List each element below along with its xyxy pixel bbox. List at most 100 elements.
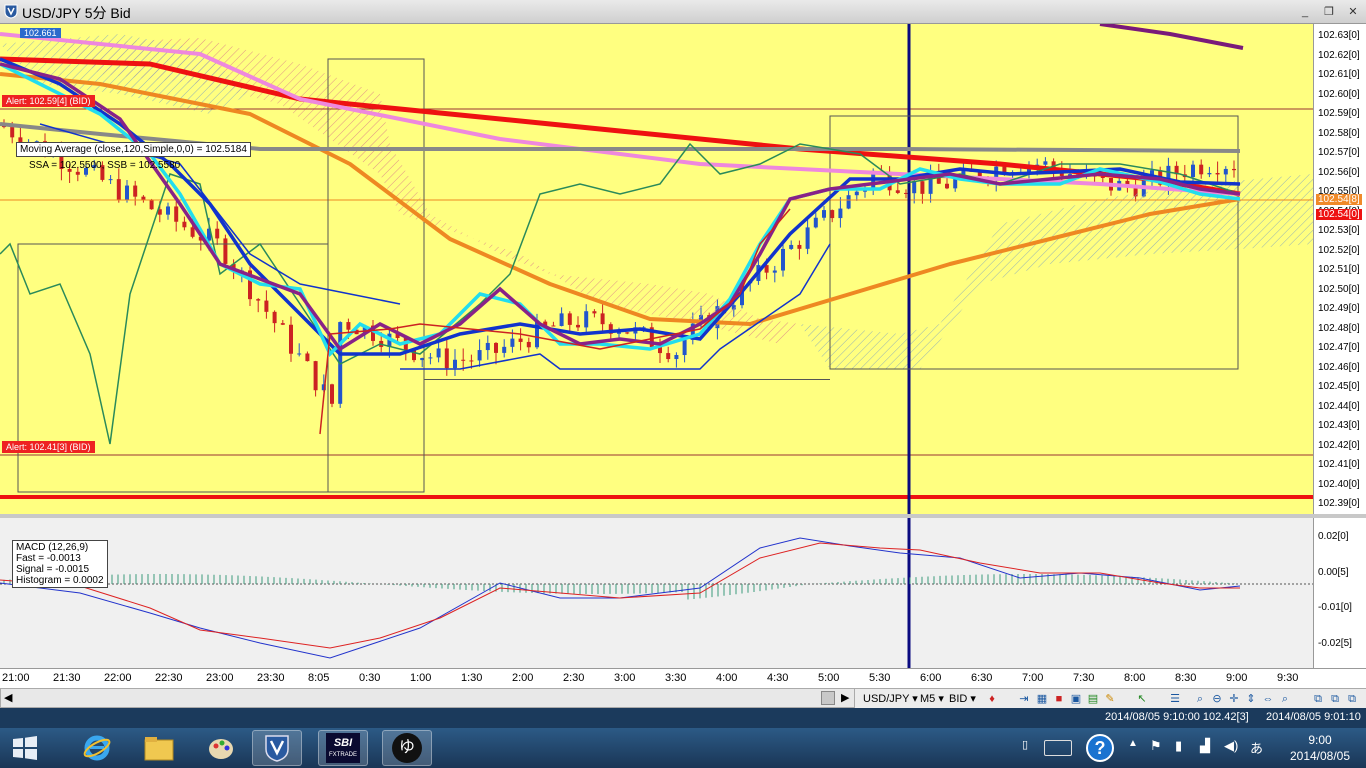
status-server-time: 2014/08/05 9:01:10 (1266, 711, 1361, 723)
time-tick: 2:30 (563, 672, 585, 684)
candle-body (1207, 172, 1212, 175)
candle-body (961, 168, 966, 179)
time-tick: 8:05 (308, 672, 330, 684)
color-scheme-icon[interactable]: ■ (1055, 693, 1063, 705)
taskbar-internet-explorer[interactable] (72, 730, 122, 766)
zoom-out-icon[interactable]: ⊖ (1212, 693, 1222, 705)
taskbar-yu-app[interactable]: ゆ (382, 730, 432, 766)
candle-body (658, 346, 662, 354)
candle-type-icon[interactable]: ♦ (989, 693, 995, 705)
scale-fit-icon[interactable]: ⧉ (1314, 693, 1322, 705)
properties-icon[interactable]: ☰ (1170, 693, 1180, 705)
alert-upper-tag[interactable]: Alert: 102.59[4] (BID) (2, 95, 95, 107)
macd-fast: Fast = -0.0013 (16, 553, 81, 564)
candle-body (936, 174, 941, 184)
touch-keyboard-icon[interactable] (1044, 740, 1072, 756)
price-axis: 102.63[0] 102.62[0] 102.61[0] 102.60[0] 102.… (1313, 24, 1366, 514)
system-clock[interactable]: 9:00 2014/08/05 (1280, 732, 1360, 764)
time-tick: 5:00 (818, 672, 840, 684)
macd-tick: 0.02[0] (1318, 531, 1349, 542)
high-price-tag: 102.661 (20, 28, 61, 38)
candle-body (1166, 165, 1171, 185)
template-icon[interactable]: ▣ (1070, 693, 1082, 705)
taskbar-fx-chart-app[interactable] (252, 730, 302, 766)
taskbar-paint[interactable] (196, 730, 246, 766)
chart-scrollbar[interactable]: ◀ ▶ (0, 688, 855, 708)
cursor-icon[interactable]: ↖ (1137, 693, 1147, 705)
scale-reset-icon[interactable]: ⧉ (1348, 693, 1356, 705)
candle-body (1051, 161, 1056, 169)
move-vertical-icon[interactable]: ⇕ (1246, 693, 1256, 705)
price-tick: 102.40[0] (1318, 478, 1360, 490)
battery-icon[interactable]: ▮ (1175, 738, 1183, 753)
candle-body (945, 183, 949, 189)
candle-body (822, 210, 826, 218)
ime-indicator[interactable]: あ (1250, 741, 1264, 756)
macd-signal: Signal = -0.0015 (16, 564, 90, 575)
candle-body (75, 171, 80, 175)
candle-body (789, 244, 794, 249)
crosshair-icon[interactable]: ✛ (1229, 693, 1239, 705)
price-chart[interactable]: Moving Average (close,120,Simple,0,0) = … (0, 24, 1313, 514)
minimize-button[interactable]: _ (1301, 6, 1309, 18)
candle-body (1043, 161, 1048, 165)
taskbar-file-explorer[interactable] (134, 730, 184, 766)
candle-body (141, 196, 146, 201)
time-tick: 23:30 (257, 672, 285, 684)
alert-lower-tag[interactable]: Alert: 102.41[3] (BID) (2, 441, 95, 453)
candle-body (846, 195, 851, 209)
time-tick: 8:00 (1124, 672, 1146, 684)
candle-body (190, 227, 195, 237)
timeframe-selector[interactable]: M5 ▾ (920, 693, 944, 705)
candle-body (264, 300, 269, 312)
current-price-tag-upper: 102.54[8] (1316, 194, 1362, 205)
show-hidden-icons-icon[interactable]: ▲ (1128, 738, 1138, 749)
grid-icon[interactable]: ▦ (1036, 693, 1048, 705)
price-tick: 102.52[0] (1318, 244, 1360, 256)
macd-chart[interactable]: MACD (12,26,9) Fast = -0.0013 Signal = -… (0, 518, 1313, 668)
candle-body (223, 238, 228, 264)
price-tick: 102.55[0] (1318, 186, 1360, 197)
volume-icon[interactable]: ◀) (1224, 738, 1239, 753)
ichimoku-span-label: SSA = 102.5500, SSB = 102.5580 (29, 160, 181, 171)
app-logo-icon (4, 4, 18, 19)
scale-auto-icon[interactable]: ⧉ (1331, 693, 1339, 705)
scroll-left-arrow-icon[interactable]: ◀ (4, 692, 13, 704)
candle-body (116, 179, 121, 200)
candle-body (551, 325, 556, 327)
draw-tool-icon[interactable]: ✎ (1105, 693, 1115, 705)
close-button[interactable]: ✕ (1348, 6, 1358, 18)
time-axis: 21:00 21:30 22:00 22:30 23:00 23:30 8:05 0:30 1:… (0, 668, 1366, 688)
restore-button[interactable]: ❐ (1324, 6, 1334, 18)
tray-overflow-icon[interactable]: ▯ (1022, 739, 1029, 751)
candle-body (838, 208, 843, 219)
time-tick: 9:00 (1226, 672, 1248, 684)
zoom-icon[interactable]: ⌕ (1196, 693, 1204, 705)
help-icon[interactable]: ? (1086, 734, 1114, 762)
candle-body (764, 265, 769, 273)
time-tick: 3:00 (614, 672, 636, 684)
taskbar-sbi-fxtrade[interactable]: SBI FXTRADE (318, 730, 368, 766)
indicator-icon[interactable]: ▤ (1087, 693, 1099, 705)
candle-body (510, 338, 515, 347)
candle-body (59, 152, 64, 169)
flag-icon[interactable]: ⚑ (1150, 738, 1162, 753)
scroll-right-arrow-icon[interactable]: ▶ (841, 692, 850, 704)
chart-toolbar: USD/JPY ▾ M5 ▾ BID ▾ ♦ ⇥ ▦ ■ ▣ ▤ ✎ ↖ ☰ ⌕… (855, 688, 1366, 708)
scrollbar-thumb[interactable] (821, 691, 835, 705)
pane-separator[interactable] (0, 514, 1366, 518)
network-icon[interactable]: ▟ (1200, 738, 1210, 753)
zoom-area-icon[interactable]: ⌕ (1281, 693, 1289, 705)
window-title: USD/JPY 5分 Bid (22, 5, 131, 21)
candle-body (248, 270, 252, 300)
candle-body (125, 185, 129, 200)
symbol-selector[interactable]: USD/JPY ▾ (863, 693, 918, 705)
range-box (829, 115, 1239, 370)
candle-body (34, 141, 39, 143)
start-button[interactable] (0, 730, 50, 766)
candle-body (166, 206, 170, 215)
move-horizontal-icon[interactable]: ⇔ (1262, 693, 1274, 705)
side-selector[interactable]: BID ▾ (949, 693, 976, 705)
shift-chart-icon[interactable]: ⇥ (1019, 693, 1029, 705)
macd-signal-line (0, 542, 1240, 649)
